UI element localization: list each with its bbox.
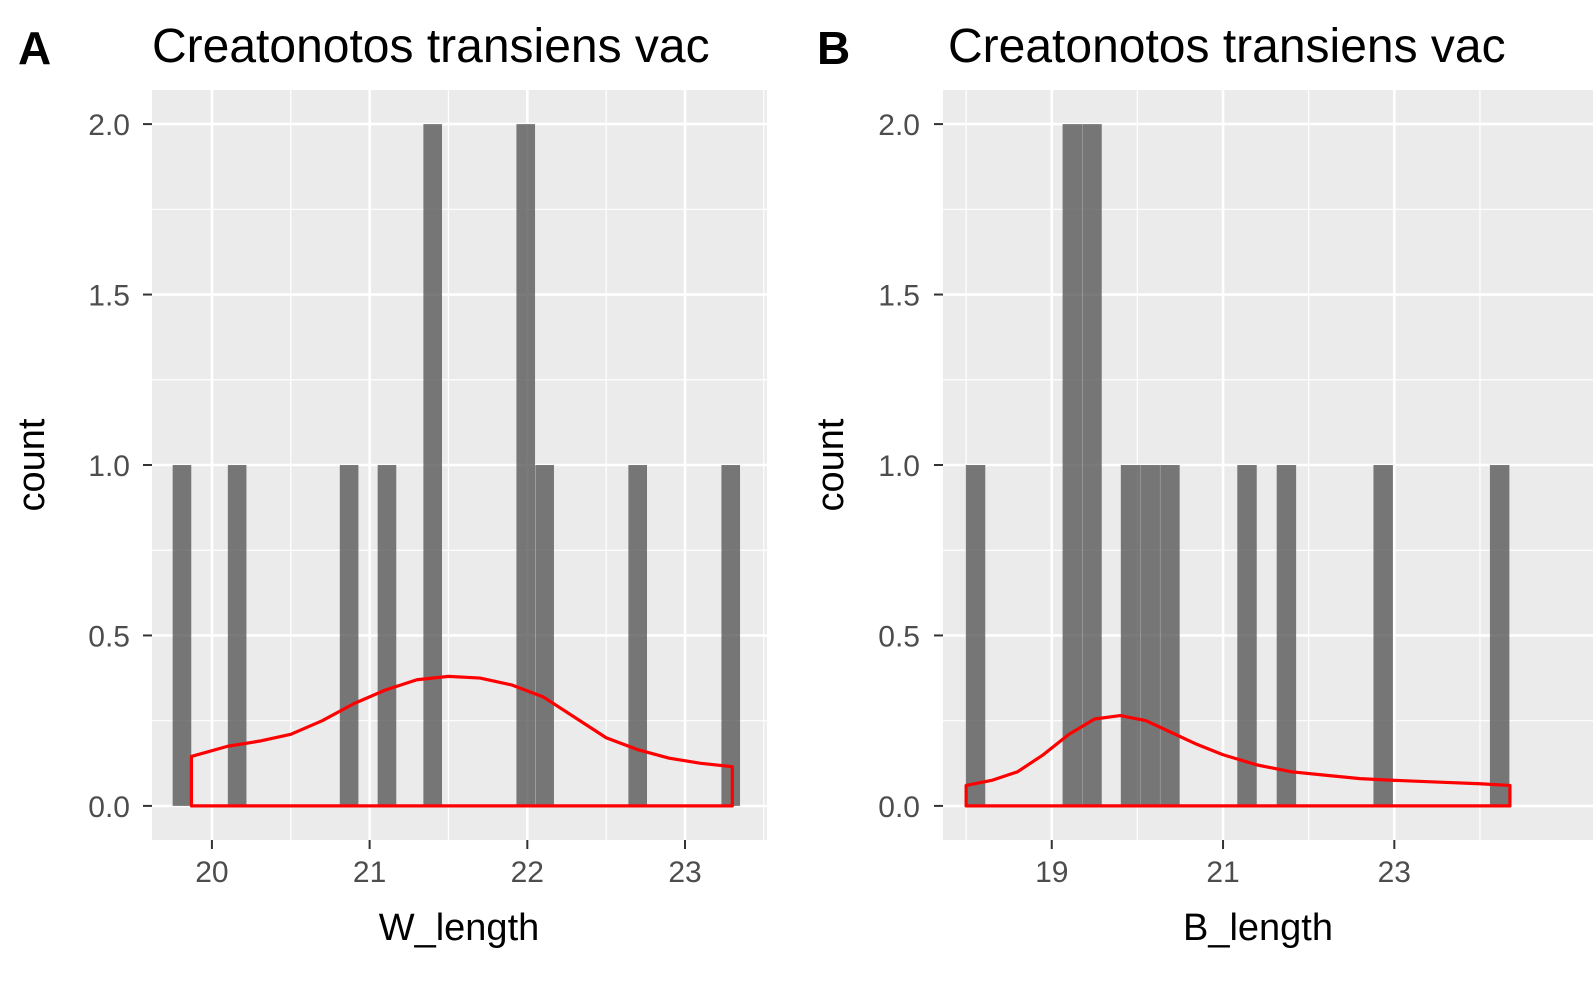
histogram-bar <box>1160 465 1180 806</box>
x-axis-title: W_length <box>379 907 540 949</box>
histogram-bar <box>516 124 536 806</box>
histogram-bar <box>721 465 741 806</box>
y-tick-label: 1.5 <box>88 280 130 313</box>
density-curve <box>189 674 734 808</box>
histogram-bar <box>1140 465 1160 806</box>
x-tick-label: 20 <box>195 856 228 889</box>
histogram-bar <box>1082 124 1102 806</box>
histogram-bars <box>172 124 741 806</box>
x-tick-label: 21 <box>1206 856 1239 889</box>
histogram-bars <box>965 124 1510 806</box>
histogram-bar <box>227 465 247 806</box>
y-tick-label: 1.0 <box>88 450 130 483</box>
y-axis-title: count <box>810 418 852 511</box>
histogram-bar <box>1120 465 1141 806</box>
y-tick-label: 0.0 <box>878 791 920 824</box>
panel-b: 0.0 0.5 1.0 1.5 2.0 19 21 23 B_length count Creato… <box>810 20 1593 949</box>
histogram-bar <box>339 465 359 806</box>
histogram-bar <box>172 465 192 806</box>
x-tick-label: 23 <box>1378 856 1411 889</box>
x-tick-label: 23 <box>668 856 701 889</box>
y-tick-label: 0.5 <box>878 620 920 653</box>
chart-title: Creatonotos transiens vac <box>948 20 1506 73</box>
histogram-bar <box>1062 124 1083 806</box>
density-curve <box>964 713 1512 808</box>
y-tick-label: 1.0 <box>878 450 920 483</box>
histogram-bar <box>1373 465 1393 806</box>
histogram-bar <box>1489 465 1510 806</box>
histogram-bar <box>423 124 442 806</box>
y-tick-label: 1.5 <box>878 280 920 313</box>
histogram-bar <box>965 465 986 806</box>
histogram-bar <box>628 465 647 806</box>
panel-tag: B <box>817 22 850 74</box>
y-tick-label: 2.0 <box>878 109 920 142</box>
histogram-bar <box>1237 465 1257 806</box>
chart-title: Creatonotos transiens vac <box>152 20 710 73</box>
y-tick-label: 0.0 <box>88 791 130 824</box>
histogram-bar <box>1276 465 1297 806</box>
y-tick-label: 0.5 <box>88 620 130 653</box>
histogram-bar <box>377 465 397 806</box>
x-tick-label: 21 <box>353 856 386 889</box>
x-tick-label: 19 <box>1035 856 1068 889</box>
panel-tag: A <box>18 22 51 74</box>
panel-a: 0.0 0.5 1.0 1.5 2.0 20 21 22 23 W_length count Crea… <box>11 20 767 949</box>
x-axis-title: B_length <box>1183 907 1333 949</box>
x-tick-label: 22 <box>511 856 544 889</box>
y-axis-title: count <box>11 418 53 511</box>
histogram-bar <box>535 465 554 806</box>
y-tick-label: 2.0 <box>88 109 130 142</box>
